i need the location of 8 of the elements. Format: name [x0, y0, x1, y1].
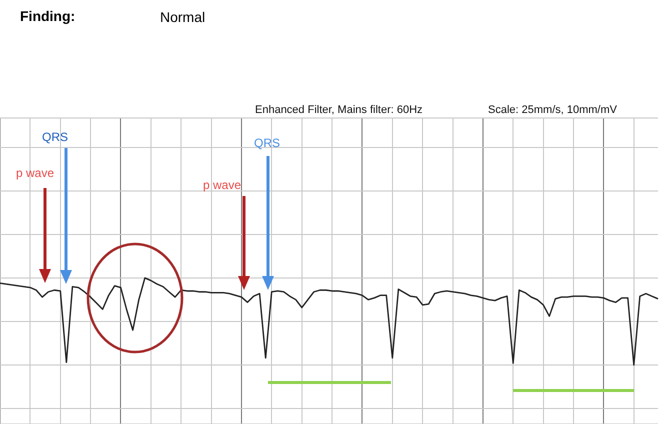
chart-subtitle: Normal [160, 9, 206, 25]
text: Enhanced Filter, Mains filter: 60Hz [255, 104, 423, 116]
text: p wave [203, 178, 242, 192]
chart-title: Finding: [20, 8, 76, 24]
text: QRS [254, 136, 280, 150]
text: Scale: 25mm/s, 10mm/mV [488, 104, 617, 116]
text: QRS [42, 130, 68, 144]
text: p wave [16, 166, 54, 180]
